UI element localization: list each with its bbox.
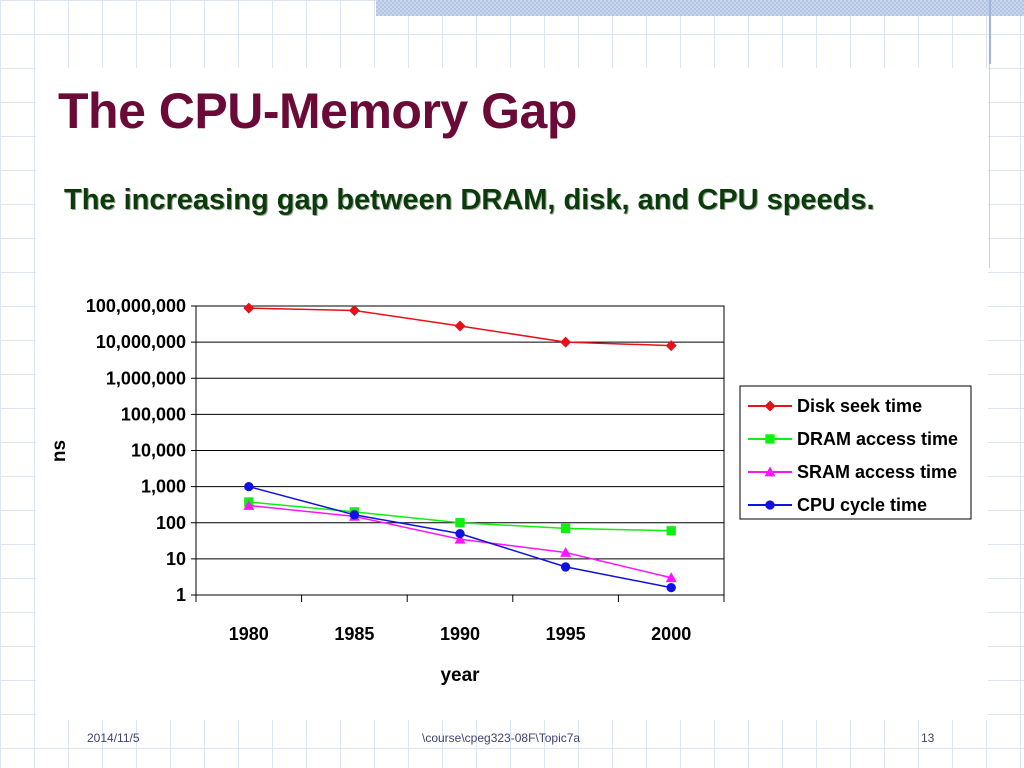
gridlines <box>196 341 724 560</box>
legend: Disk seek time DRAM access time SRAM acces… <box>748 396 958 515</box>
slide-subtitle: The increasing gap between DRAM, disk, a… <box>64 184 875 216</box>
data-point <box>454 533 466 544</box>
data-point <box>560 547 572 557</box>
legend-label: SRAM access time <box>797 462 957 482</box>
x-tick-label: 1985 <box>334 624 374 644</box>
y-tick-label: 1 <box>176 585 186 605</box>
data-point <box>243 500 255 510</box>
data-point <box>244 481 254 492</box>
y-tick-label: 1,000 <box>141 477 186 497</box>
y-axis-label: ns <box>49 440 70 462</box>
y-tick-label: 100 <box>156 513 186 533</box>
legend-marker <box>765 500 775 510</box>
legend-label: DRAM access time <box>797 429 958 449</box>
data-point <box>666 526 676 536</box>
x-tick-label: 1990 <box>440 624 480 644</box>
right-rule-light <box>989 64 990 268</box>
legend-box <box>739 385 972 520</box>
legend-marker <box>764 466 776 477</box>
data-point <box>560 336 572 348</box>
right-rule <box>989 0 991 64</box>
header-band <box>376 0 1024 16</box>
data-point <box>455 528 465 539</box>
data-point <box>560 562 571 572</box>
footer-date: 2014/11/5 <box>87 731 140 745</box>
x-axis-label: year <box>440 665 480 686</box>
x-axis-ticks: 1980 1985 1990 1995 2000 <box>195 595 725 644</box>
y-tick-label: 100,000,000 <box>86 296 186 316</box>
legend-label: CPU cycle time <box>797 495 927 515</box>
page-number: 13 <box>921 731 935 745</box>
x-tick-label: 2000 <box>651 624 691 644</box>
legend-label: Disk seek time <box>797 396 922 416</box>
series-group <box>243 302 677 593</box>
slide-title: The CPU-Memory Gap <box>58 83 577 139</box>
data-point <box>665 572 677 583</box>
data-point <box>349 510 360 520</box>
x-tick-label: 1995 <box>546 624 586 644</box>
footer-path: \course\cpeg323-08F\Topic7a <box>422 731 581 745</box>
x-tick-label: 1980 <box>229 624 269 644</box>
data-point <box>348 305 360 317</box>
y-tick-label: 10,000 <box>131 441 186 461</box>
y-tick-label: 1,000,000 <box>106 368 186 388</box>
legend-marker <box>764 400 776 412</box>
y-axis-ticks: 1 10 100 1,000 10,000 100,000 1,000,000 10,000,… <box>86 296 196 605</box>
series-disk-seek-time <box>243 302 677 352</box>
data-point <box>243 302 255 314</box>
data-point <box>666 582 676 593</box>
y-tick-label: 10 <box>166 549 186 569</box>
data-point <box>665 340 677 352</box>
legend-marker <box>765 434 775 444</box>
data-point <box>560 523 571 534</box>
data-point <box>455 518 465 528</box>
series-cpu-cycle-time <box>244 481 676 593</box>
data-point <box>454 320 466 332</box>
y-tick-label: 100,000 <box>121 404 186 424</box>
y-tick-label: 10,000,000 <box>96 332 186 352</box>
